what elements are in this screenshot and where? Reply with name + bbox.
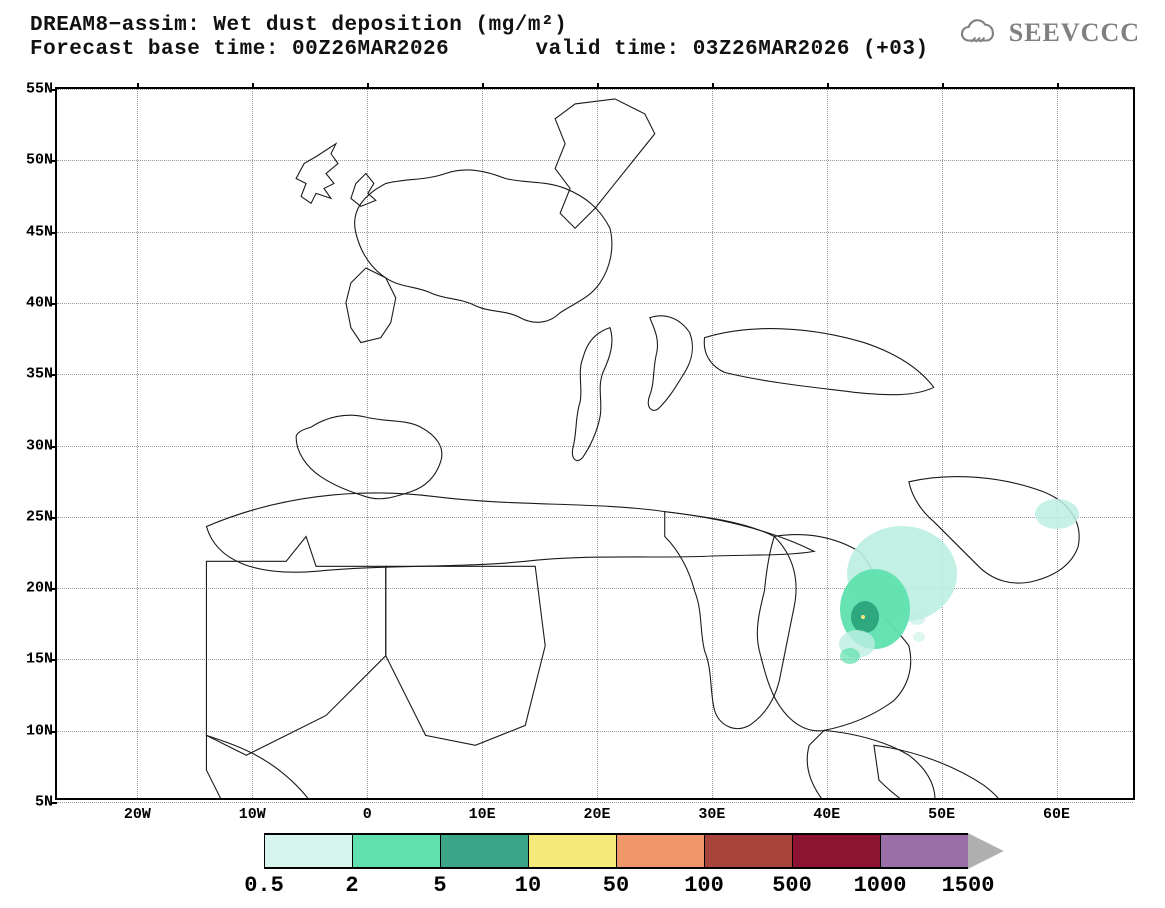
chart-title: DREAM8−assim: Wet dust deposition (mg/m²… — [30, 14, 567, 37]
xtick-label--20: 20W — [124, 806, 151, 823]
colorbar-label-50: 50 — [603, 873, 629, 898]
colorbar-label-1500: 1500 — [942, 873, 995, 898]
xtick-mark-30 — [712, 83, 714, 89]
gridline-latitude-5 — [57, 802, 1133, 803]
colorbar-segment-1[interactable] — [352, 833, 440, 869]
xtick-mark-60 — [1057, 83, 1059, 89]
ytick-label-40: 40N — [9, 294, 53, 311]
ytick-label-25: 25N — [9, 508, 53, 525]
map-container: DREAM8−assim: Wet dust deposition (mg/m²… — [0, 0, 1165, 907]
colorbar-label-5: 5 — [433, 873, 446, 898]
colorbar-swatches[interactable] — [228, 833, 1028, 869]
xtick-mark-0 — [367, 83, 369, 89]
colorbar-label-500: 500 — [772, 873, 812, 898]
ytick-label-45: 45N — [9, 223, 53, 240]
colorbar-label-2: 2 — [345, 873, 358, 898]
chart-subtitle: Forecast base time: 00Z26MAR2026 valid t… — [30, 38, 929, 61]
xtick-label-30: 30E — [698, 806, 725, 823]
xtick-mark-50 — [942, 83, 944, 89]
xtick-label-20: 20E — [583, 806, 610, 823]
colorbar-label-0.5: 0.5 — [244, 873, 284, 898]
xtick-label-0: 0 — [363, 806, 372, 823]
xtick-label-40: 40E — [813, 806, 840, 823]
xtick-mark--20 — [137, 83, 139, 89]
colorbar-arrow-right[interactable] — [968, 833, 1004, 869]
xtick-mark-10 — [482, 83, 484, 89]
colorbar-segment-5[interactable] — [704, 833, 792, 869]
country-borders — [57, 89, 1133, 798]
xtick-label-60: 60E — [1043, 806, 1070, 823]
ytick-label-10: 10N — [9, 722, 53, 739]
xtick-mark--10 — [252, 83, 254, 89]
colorbar-label-10: 10 — [515, 873, 541, 898]
colorbar-segment-0[interactable] — [264, 833, 352, 869]
colorbar-segment-2[interactable] — [440, 833, 528, 869]
cloud-icon — [957, 18, 1003, 48]
xtick-label--10: 10W — [239, 806, 266, 823]
colorbar-segment-7[interactable] — [880, 833, 968, 869]
xtick-label-10: 10E — [469, 806, 496, 823]
colorbar-segment-6[interactable] — [792, 833, 880, 869]
map-plot-area[interactable]: 20W 10W 0 10E 20E 30E 40E 50E 60E 55N 50N 45N 40N 35… — [55, 87, 1135, 800]
colorbar-label-100: 100 — [684, 873, 724, 898]
ytick-label-5: 5N — [9, 794, 53, 811]
colorbar-label-1000: 1000 — [854, 873, 907, 898]
ytick-label-15: 15N — [9, 651, 53, 668]
colorbar[interactable]: 0.5 2 5 10 50 100 500 1000 1500 — [228, 833, 1028, 908]
xtick-mark-20 — [597, 83, 599, 89]
xtick-mark-40 — [827, 83, 829, 89]
ytick-label-55: 55N — [9, 81, 53, 98]
logo-text: SEEVCCC — [1009, 18, 1140, 48]
colorbar-labels: 0.5 2 5 10 50 100 500 1000 1500 — [228, 873, 1028, 903]
xtick-label-50: 50E — [928, 806, 955, 823]
ytick-label-30: 30N — [9, 437, 53, 454]
ytick-label-50: 50N — [9, 152, 53, 169]
colorbar-arrow-left[interactable] — [228, 833, 264, 869]
ytick-label-35: 35N — [9, 366, 53, 383]
colorbar-segment-4[interactable] — [616, 833, 704, 869]
seevccc-logo: SEEVCCC — [957, 18, 1140, 48]
ytick-label-20: 20N — [9, 580, 53, 597]
colorbar-segment-3[interactable] — [528, 833, 616, 869]
